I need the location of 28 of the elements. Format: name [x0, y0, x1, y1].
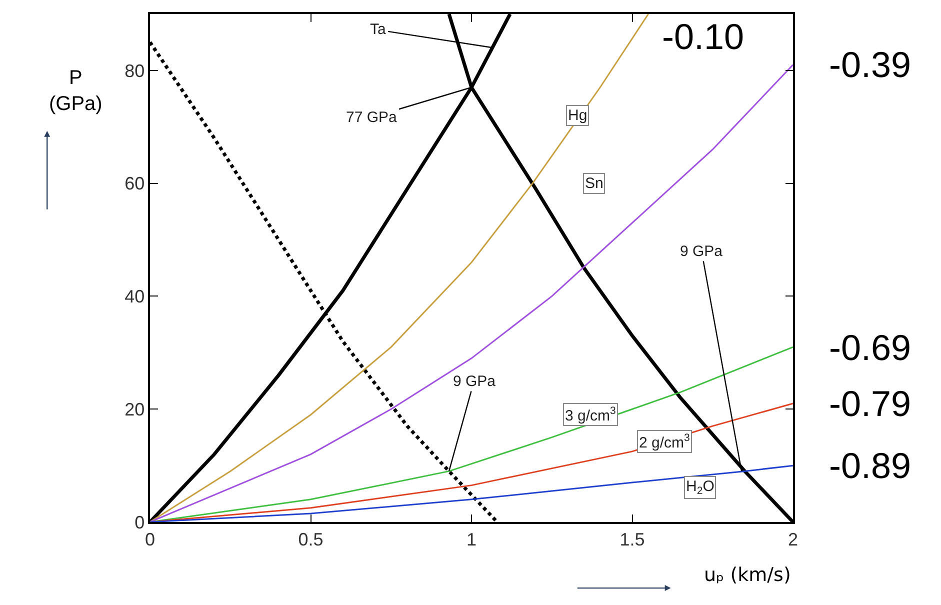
annotation: 77 GPa — [346, 109, 398, 126]
x-tick-label: 1.5 — [620, 529, 645, 550]
annotation: 3 g/cm$^{3}$ — [565, 405, 616, 424]
annotation: 9 GPa — [453, 373, 496, 390]
text: -0.69 — [829, 327, 912, 368]
line-series — [150, 14, 650, 522]
x-tick-label: 2 — [788, 529, 798, 550]
annotation: 9 GPa — [680, 243, 724, 260]
annotation: H$_{2}$O — [686, 478, 714, 498]
text: -0.39 — [829, 44, 912, 85]
annotation: Hg — [568, 107, 588, 124]
y-tick-label: 40 — [124, 286, 145, 307]
y-tick-label: 20 — [124, 399, 145, 420]
line-series — [150, 64, 793, 522]
y-tick-label: 80 — [124, 60, 145, 81]
y-tick-label: 0 — [134, 512, 145, 532]
annotation: Ta — [370, 21, 386, 38]
annotation: -0.10 — [662, 16, 744, 57]
line-series — [150, 464, 793, 522]
x-axis-title: uₚ (km/s) — [704, 564, 791, 586]
text: -0.79 — [829, 383, 912, 424]
y-axis-title: P (GPa) — [49, 67, 102, 115]
x-tick-label: 1 — [466, 529, 477, 550]
y-tick-label: 60 — [124, 174, 145, 194]
text: -0.89 — [829, 445, 912, 486]
annotation: Sn — [585, 175, 604, 192]
x-tick-label: 0.5 — [298, 529, 324, 550]
annotation: 2 g/cm$^{3}$ — [639, 432, 690, 452]
